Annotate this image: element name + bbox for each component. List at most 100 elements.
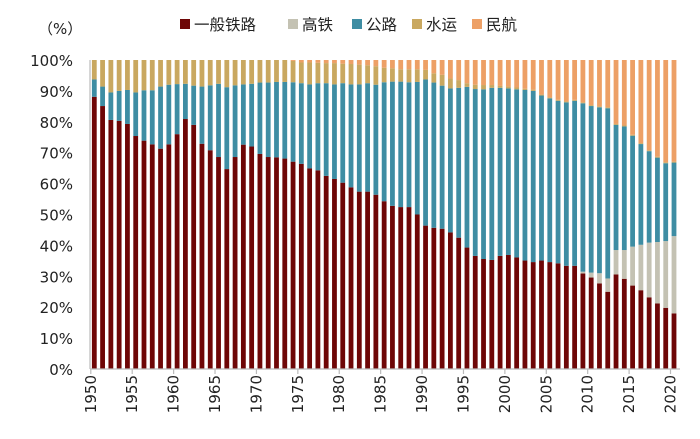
bar-segment bbox=[340, 60, 346, 64]
bar-segment bbox=[497, 87, 503, 256]
bar-segment bbox=[91, 60, 97, 80]
bar-segment bbox=[630, 135, 635, 247]
bar-segment bbox=[348, 187, 354, 369]
bar-segment bbox=[547, 60, 553, 98]
bar-segment bbox=[116, 60, 122, 91]
bar-segment bbox=[381, 201, 387, 369]
bar-segment bbox=[605, 107, 611, 109]
bar-segment bbox=[597, 60, 602, 107]
bar-segment bbox=[265, 157, 271, 369]
bar-segment bbox=[621, 60, 627, 126]
x-tick-label: 2015 bbox=[620, 375, 638, 413]
bar-segment bbox=[166, 60, 172, 85]
bar-segment bbox=[464, 83, 470, 87]
y-tick-label: 70% bbox=[40, 145, 73, 163]
bar-segment bbox=[505, 254, 511, 369]
bar-segment bbox=[638, 244, 644, 291]
bar-segment bbox=[240, 144, 246, 369]
bar-segment bbox=[100, 86, 105, 107]
legend-label: 水运 bbox=[426, 16, 457, 34]
bar-segment bbox=[580, 60, 586, 103]
bar-segment bbox=[605, 60, 611, 108]
bar-segment bbox=[464, 247, 470, 369]
bar-segment bbox=[199, 143, 205, 369]
bar-segment bbox=[605, 291, 611, 369]
legend-swatch bbox=[412, 19, 422, 29]
y-tick-label: 20% bbox=[40, 299, 73, 317]
x-tick-label: 2020 bbox=[662, 375, 680, 413]
bar-segment bbox=[216, 60, 221, 84]
bar-segment bbox=[390, 81, 395, 206]
bar-segment bbox=[207, 150, 213, 369]
bar-segment bbox=[174, 60, 180, 85]
bar-segment bbox=[663, 163, 669, 242]
bar-segment bbox=[398, 81, 404, 208]
bar-segment bbox=[298, 60, 304, 63]
x-tick-label: 2000 bbox=[496, 375, 514, 413]
bar-segment bbox=[563, 102, 569, 266]
bar-segment bbox=[563, 60, 569, 102]
bar-segment bbox=[481, 258, 486, 369]
bar-segment bbox=[489, 85, 495, 88]
bar-segment bbox=[381, 82, 387, 202]
bar-segment bbox=[406, 82, 412, 208]
legend-label: 高铁 bbox=[302, 16, 333, 34]
bar-segment bbox=[373, 194, 379, 369]
bar-segment bbox=[381, 60, 387, 68]
bar-segment bbox=[182, 119, 188, 369]
legend-label: 民航 bbox=[486, 16, 517, 34]
bar-segment bbox=[547, 97, 553, 99]
bar-segment bbox=[323, 60, 329, 64]
bar-segment bbox=[116, 90, 122, 121]
bar-segment bbox=[365, 191, 370, 369]
bar-segment bbox=[332, 84, 337, 179]
bar-segment bbox=[182, 60, 188, 84]
bar-segment bbox=[307, 168, 313, 369]
bar-segment bbox=[464, 86, 470, 248]
bar-segment bbox=[390, 205, 395, 369]
bar-segment bbox=[125, 60, 130, 90]
bar-segment bbox=[133, 60, 139, 93]
bar-segment bbox=[224, 60, 230, 88]
bar-segment bbox=[125, 123, 130, 369]
bar-segment bbox=[439, 60, 445, 75]
bars bbox=[91, 60, 677, 370]
bar-segment bbox=[514, 60, 520, 88]
bar-segment bbox=[116, 120, 122, 369]
bar-segment bbox=[158, 148, 163, 369]
bar-segment bbox=[597, 106, 602, 108]
bar-segment bbox=[505, 60, 511, 87]
bar-segment bbox=[91, 79, 97, 97]
bar-segment bbox=[282, 60, 288, 82]
bar-segment bbox=[646, 150, 652, 152]
bar-segment bbox=[332, 60, 337, 64]
bar-segment bbox=[315, 62, 321, 84]
bar-segment bbox=[663, 60, 669, 163]
bar-segment bbox=[539, 260, 544, 369]
bar-segment bbox=[472, 84, 478, 90]
bar-segment bbox=[448, 78, 453, 89]
bar-segment bbox=[547, 98, 553, 263]
bar-segment bbox=[356, 64, 362, 85]
x-axis: 1950 1955 1960 1965 1970 1975 1980 1985 1990 1995… bbox=[82, 368, 680, 413]
bar-segment bbox=[199, 60, 205, 87]
bar-segment bbox=[191, 60, 197, 86]
bar-segment bbox=[464, 60, 470, 84]
bar-segment bbox=[414, 60, 420, 70]
bar-segment bbox=[489, 60, 495, 86]
bar-segment bbox=[207, 60, 213, 86]
bar-segment bbox=[282, 81, 288, 159]
bar-segment bbox=[141, 140, 147, 369]
y-tick-label: 40% bbox=[40, 237, 73, 255]
bar-segment bbox=[655, 303, 660, 369]
bar-segment bbox=[158, 86, 163, 149]
bar-segment bbox=[588, 277, 594, 369]
bar-segment bbox=[240, 60, 246, 85]
x-tick-label: 2005 bbox=[537, 375, 555, 413]
bar-segment bbox=[149, 90, 155, 145]
bar-segment bbox=[365, 65, 370, 84]
bar-segment bbox=[406, 60, 412, 70]
bar-segment bbox=[373, 66, 379, 85]
bar-segment bbox=[497, 60, 503, 86]
bar-segment bbox=[481, 60, 486, 86]
